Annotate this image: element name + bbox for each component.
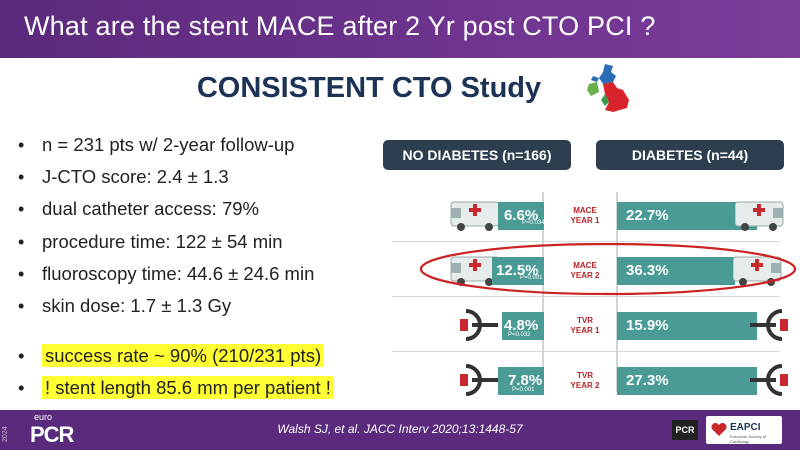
- title-bar: What are the stent MACE after 2 Yr post …: [0, 0, 800, 58]
- no-diabetes-bar: 6.6% P=0.034: [498, 202, 545, 230]
- slide-title: What are the stent MACE after 2 Yr post …: [24, 11, 656, 41]
- no-diabetes-bar: 4.8% P=0.032: [502, 312, 544, 340]
- facts-list: • n = 231 pts w/ 2-year follow-up • J-CTO …: [18, 133, 314, 326]
- citation: Walsh SJ, et al. JACC Interv 2020;13:144…: [277, 422, 523, 436]
- study-title: CONSISTENT CTO Study: [0, 72, 800, 105]
- cath-lab-icon: [750, 364, 788, 396]
- highlight-item: • success rate ~ 90% (210/231 pts): [18, 344, 334, 376]
- row-label: TVR YEAR 1: [570, 316, 600, 335]
- pcr-logo: PCR: [672, 420, 698, 440]
- list-item: • n = 231 pts w/ 2-year follow-up: [18, 134, 295, 155]
- euro-label: euro: [34, 412, 53, 422]
- diabetes-bar: 15.9%: [617, 312, 757, 340]
- europcr-logo: PCR: [30, 422, 74, 447]
- row-divider: [392, 351, 780, 352]
- row-label: MACE YEAR 2: [570, 261, 600, 280]
- highlight-ellipse: [419, 242, 797, 296]
- ambulance-icon: [733, 256, 782, 286]
- diabetes-header: DIABETES (n=44): [596, 140, 784, 170]
- highlight-item: •! stent length 85.6 mm per patient !: [18, 376, 334, 408]
- diabetes-bar: 27.3%: [617, 367, 757, 395]
- no-diabetes-header: NO DIABETES (n=166): [383, 140, 571, 170]
- list-item: • procedure time: 122 ± 54 min: [18, 230, 283, 252]
- row-divider: [392, 296, 780, 297]
- cath-lab-icon: [750, 309, 788, 341]
- eapci-logo: EAPCI European Society of Cardiology: [706, 416, 782, 444]
- row-divider: [392, 241, 780, 242]
- row-label: TVR YEAR 2: [570, 371, 600, 390]
- heart-icon: [711, 423, 727, 436]
- highlights-list: • success rate ~ 90% (210/231 pts) •! ste…: [18, 344, 334, 408]
- study-title-text: CONSISTENT CTO Study: [196, 72, 542, 104]
- footer-bar: 2024 euro PCR Walsh SJ, et al. JACC Inte…: [0, 410, 800, 450]
- diabetes-bar: 36.3%: [617, 257, 735, 285]
- list-item: • skin dose: 1.7 ± 1.3 Gy: [18, 294, 232, 316]
- no-diabetes-bar: 7.8% P=0.001: [498, 367, 544, 395]
- cath-lab-icon: [460, 364, 498, 396]
- list-item: • fluoroscopy time: 44.6 ± 24.6 min: [18, 262, 315, 284]
- row-label: MACE YEAR 1: [570, 206, 600, 225]
- ambulance-icon: [450, 201, 499, 231]
- list-item: • dual catheter access: 79%: [18, 198, 259, 220]
- no-diabetes-bar: 12.5% P=0.001: [492, 257, 544, 285]
- right-axis-line: [616, 192, 618, 392]
- diabetes-bar: 22.7%: [617, 202, 757, 230]
- list-item: • J-CTO score: 2.4 ± 1.3: [18, 166, 229, 188]
- uk-map-icon: [587, 64, 629, 112]
- cath-lab-icon: [460, 309, 498, 341]
- ambulance-icon: [735, 201, 784, 231]
